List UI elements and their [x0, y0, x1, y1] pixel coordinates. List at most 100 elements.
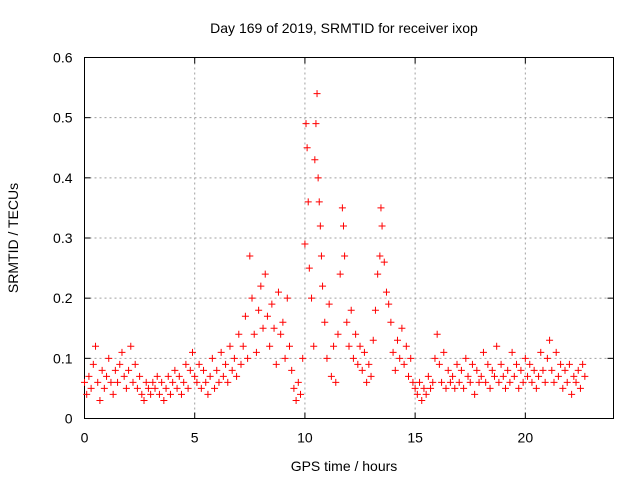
data-point: [490, 372, 498, 380]
data-point: [89, 360, 97, 368]
data-point: [526, 360, 534, 368]
data-point: [446, 378, 454, 386]
plot-frame: [84, 57, 614, 419]
data-point: [87, 384, 95, 392]
data-point: [466, 378, 474, 386]
data-point: [557, 360, 565, 368]
data-point: [193, 378, 201, 386]
data-point: [352, 330, 360, 338]
data-point: [140, 396, 148, 404]
data-point: [374, 270, 382, 278]
data-point: [501, 384, 509, 392]
data-point: [138, 390, 146, 398]
data-point: [208, 354, 216, 362]
data-point: [252, 348, 260, 356]
data-point: [224, 378, 232, 386]
data-point: [535, 372, 543, 380]
x-tick-label: 10: [297, 430, 313, 446]
data-point: [413, 390, 421, 398]
data-point: [462, 354, 470, 362]
data-point: [103, 372, 111, 380]
data-point: [226, 342, 234, 350]
data-point: [488, 366, 496, 374]
data-point: [343, 318, 351, 326]
data-point: [453, 360, 461, 368]
data-point: [241, 312, 249, 320]
data-point: [235, 330, 243, 338]
data-point: [285, 342, 293, 350]
data-point: [268, 300, 276, 308]
data-point: [475, 378, 483, 386]
data-point: [230, 354, 238, 362]
data-point: [552, 348, 560, 356]
data-point: [239, 342, 247, 350]
data-point: [440, 348, 448, 356]
data-point: [363, 378, 371, 386]
data-point: [180, 378, 188, 386]
data-point: [147, 390, 155, 398]
data-point: [367, 372, 375, 380]
data-point: [396, 354, 404, 362]
data-point: [550, 378, 558, 386]
data-point: [290, 384, 298, 392]
x-tick-label: 15: [407, 430, 423, 446]
data-point: [517, 366, 525, 374]
data-point: [398, 324, 406, 332]
data-point: [233, 372, 241, 380]
data-point: [283, 294, 291, 302]
data-point: [294, 378, 302, 386]
data-point: [530, 366, 538, 374]
data-point: [255, 306, 263, 314]
data-point: [402, 342, 410, 350]
data-point: [246, 252, 254, 260]
data-point: [321, 318, 329, 326]
chart-title: Day 169 of 2019, SRMTID for receiver ixo…: [210, 20, 478, 36]
data-point: [497, 360, 505, 368]
data-point: [521, 354, 529, 362]
data-point: [427, 384, 435, 392]
data-point: [378, 222, 386, 230]
data-point: [202, 378, 210, 386]
data-point: [259, 324, 267, 332]
data-point: [393, 336, 401, 344]
data-point: [219, 372, 227, 380]
data-point: [323, 354, 331, 362]
data-point: [429, 378, 437, 386]
data-point: [409, 378, 417, 386]
y-tick-label: 0.4: [53, 170, 73, 186]
data-point: [468, 360, 476, 368]
data-point: [125, 366, 133, 374]
data-point: [109, 390, 117, 398]
data-point: [385, 300, 393, 308]
data-point: [122, 384, 130, 392]
data-point: [92, 342, 100, 350]
data-point: [118, 348, 126, 356]
data-point: [270, 324, 278, 332]
data-point: [330, 342, 338, 350]
data-point: [184, 384, 192, 392]
data-point: [561, 366, 569, 374]
data-point: [484, 360, 492, 368]
data-point: [356, 342, 364, 350]
data-point: [310, 342, 318, 350]
data-point: [358, 366, 366, 374]
grid-lines: [84, 57, 614, 419]
data-point: [213, 366, 221, 374]
data-point: [197, 384, 205, 392]
y-tick-label: 0.5: [53, 110, 73, 126]
data-point: [435, 360, 443, 368]
data-point: [431, 354, 439, 362]
data-point: [313, 90, 321, 98]
data-point: [382, 288, 390, 296]
data-point: [263, 312, 271, 320]
data-point: [96, 396, 104, 404]
data-point: [315, 198, 323, 206]
y-tick-label: 0.6: [53, 50, 73, 66]
data-point: [444, 366, 452, 374]
data-point: [506, 378, 514, 386]
data-point: [541, 378, 549, 386]
data-point: [166, 390, 174, 398]
data-point: [524, 372, 532, 380]
data-point: [449, 372, 457, 380]
data-point: [162, 384, 170, 392]
